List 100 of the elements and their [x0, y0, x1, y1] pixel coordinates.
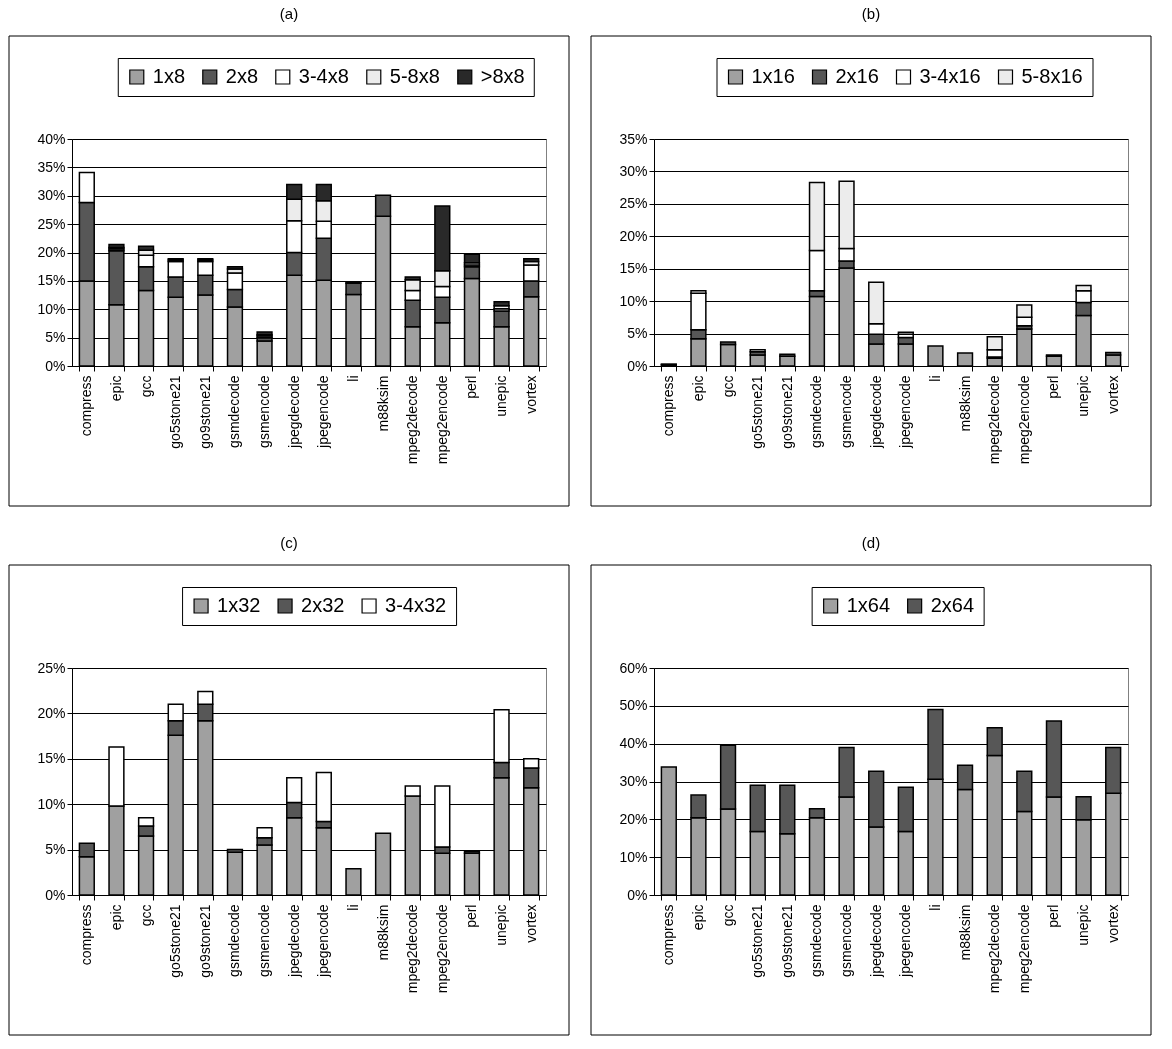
y-tick-label: 0%: [627, 886, 648, 903]
x-tick-label: unepic: [1075, 375, 1092, 417]
x-tick-label: gsmdecode: [808, 904, 825, 977]
y-tick-label: 10%: [37, 300, 66, 317]
x-tick-label: epic: [107, 904, 124, 931]
legend-label: 3-4x16: [919, 65, 981, 87]
legend-label: 2x8: [225, 65, 259, 87]
legend-label: 1x32: [217, 594, 261, 616]
y-tick-label: 25%: [37, 215, 66, 232]
legend-label: >8x8: [480, 65, 525, 87]
x-tick-label: go9stone21: [778, 375, 795, 449]
y-tick-label: 25%: [619, 195, 648, 212]
x-tick-label: unepic: [493, 375, 510, 417]
x-tick-label: go5stone21: [167, 375, 184, 449]
x-tick-label: jpegdecode: [867, 375, 884, 449]
y-tick-label: 5%: [45, 329, 66, 346]
x-tick-label: gsmdecode: [808, 375, 825, 448]
x-tick-label: go5stone21: [167, 904, 184, 978]
x-tick-label: mpeg2encode: [433, 904, 450, 994]
x-tick-label: vortex: [1104, 375, 1121, 414]
x-tick-label: gsmencode: [256, 375, 273, 448]
x-tick-label: gcc: [719, 904, 736, 927]
x-tick-label: mpeg2decode: [986, 904, 1003, 994]
y-tick-label: 35%: [37, 158, 66, 175]
y-tick-label: 60%: [619, 659, 648, 676]
x-tick-label: jpegencode: [897, 375, 914, 449]
x-tick-label: gsmencode: [838, 375, 855, 448]
x-tick-label: go5stone21: [749, 375, 766, 449]
x-tick-label: mpeg2encode: [1015, 904, 1032, 994]
x-tick-label: vortex: [1104, 904, 1121, 943]
x-tick-label: compress: [78, 904, 95, 966]
x-tick-label: m88ksim: [374, 375, 391, 432]
x-tick-label: perl: [463, 375, 480, 399]
x-tick-label: li: [344, 375, 361, 382]
y-tick-label: 40%: [619, 735, 648, 752]
x-tick-label: unepic: [493, 904, 510, 946]
y-tick-label: 40%: [37, 130, 66, 147]
x-tick-label: perl: [1045, 375, 1062, 399]
x-tick-label: jpegdecode: [285, 904, 302, 978]
y-tick-label: 20%: [37, 244, 66, 260]
y-tick-label: 15%: [619, 260, 648, 277]
y-tick-label: 20%: [619, 810, 648, 827]
y-tick-label: 35%: [619, 130, 648, 147]
y-tick-label: 20%: [619, 227, 648, 244]
x-tick-label: vortex: [522, 904, 539, 943]
x-tick-label: jpegencode: [315, 375, 332, 449]
x-tick-label: gsmencode: [838, 904, 855, 977]
x-tick-label: gsmencode: [256, 904, 273, 977]
x-tick-label: go9stone21: [196, 375, 213, 449]
x-tick-label: compress: [660, 904, 677, 966]
x-tick-label: li: [344, 904, 361, 911]
legend-label: 3-4x32: [385, 594, 447, 616]
chart-title: (b): [861, 4, 881, 22]
legend-label: 5-8x16: [1021, 65, 1083, 87]
y-tick-label: 0%: [45, 886, 66, 903]
legend-label: 1x8: [152, 65, 186, 87]
y-tick-label: 20%: [37, 704, 66, 721]
x-tick-label: mpeg2decode: [404, 904, 421, 994]
legend-label: 5-8x8: [389, 65, 440, 87]
y-tick-label: 50%: [619, 697, 648, 714]
y-tick-label: 30%: [37, 187, 66, 204]
x-tick-label: gsmdecode: [226, 375, 243, 448]
x-tick-label: epic: [689, 904, 706, 931]
x-tick-label: gsmdecode: [226, 904, 243, 977]
x-tick-label: m88ksim: [956, 904, 973, 961]
x-tick-label: mpeg2encode: [1015, 375, 1032, 465]
x-tick-label: li: [926, 904, 943, 911]
x-tick-label: gcc: [137, 904, 154, 927]
chart-title: (c): [280, 533, 298, 551]
x-tick-label: perl: [1045, 904, 1062, 928]
y-tick-label: 10%: [37, 795, 66, 812]
chart-title: (d): [861, 533, 881, 551]
y-tick-label: 5%: [627, 325, 648, 342]
x-tick-label: go5stone21: [749, 904, 766, 978]
x-tick-label: perl: [463, 904, 480, 928]
x-tick-label: epic: [107, 375, 124, 402]
x-tick-label: m88ksim: [374, 904, 391, 961]
y-tick-label: 10%: [619, 848, 648, 865]
x-tick-label: go9stone21: [196, 904, 213, 978]
y-tick-label: 15%: [37, 272, 66, 289]
x-tick-label: compress: [660, 375, 677, 437]
x-tick-label: li: [926, 375, 943, 382]
legend-label: 2x32: [301, 594, 345, 616]
x-tick-label: compress: [78, 375, 95, 437]
legend-label: 1x64: [846, 594, 891, 616]
x-tick-label: epic: [689, 375, 706, 402]
legend-label: 2x16: [835, 65, 879, 87]
y-tick-label: 10%: [619, 292, 648, 309]
x-tick-label: gcc: [719, 375, 736, 398]
x-tick-label: mpeg2encode: [433, 375, 450, 465]
x-tick-label: go9stone21: [778, 904, 795, 978]
legend-label: 1x16: [751, 65, 795, 87]
chart-title: (a): [279, 4, 299, 22]
x-tick-label: jpegencode: [897, 904, 914, 978]
y-tick-label: 30%: [619, 773, 648, 789]
x-tick-label: m88ksim: [956, 375, 973, 432]
x-tick-label: jpegdecode: [867, 904, 884, 978]
x-tick-label: unepic: [1075, 904, 1092, 946]
x-tick-label: mpeg2decode: [986, 375, 1003, 465]
y-tick-label: 0%: [45, 357, 66, 374]
